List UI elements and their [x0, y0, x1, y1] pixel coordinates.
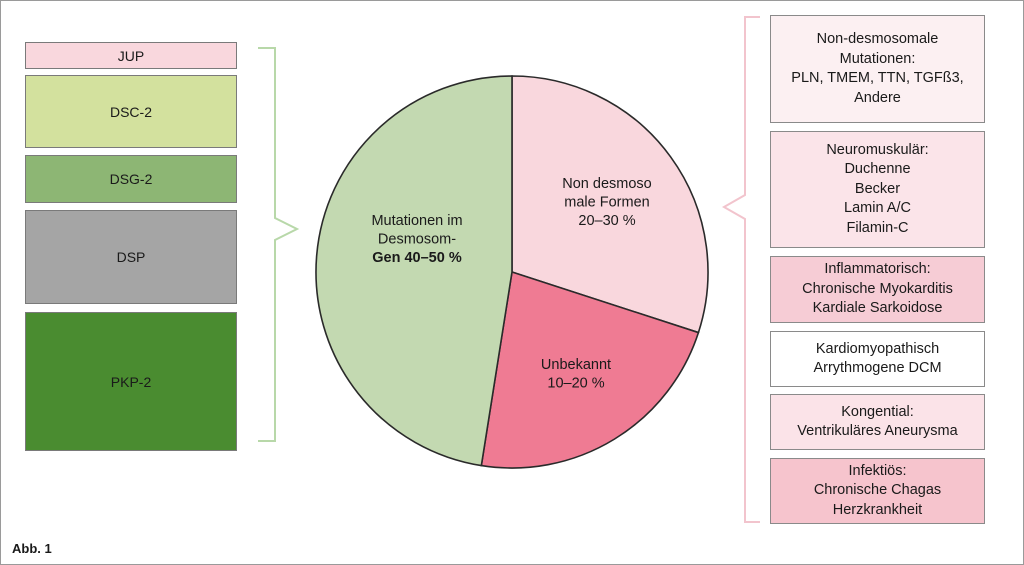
pie-label-line: Gen 40–50 % — [372, 250, 462, 266]
cause-line: Ventrikuläres Aneurysma — [797, 423, 958, 439]
gene-label: DSG-2 — [109, 171, 153, 187]
gene-label: DSP — [116, 249, 146, 265]
cause-line: PLN, TMEM, TTN, TGFß3, — [791, 70, 964, 86]
cause-box-non-desmosomal: Non-desmosomale Mutationen: PLN, TMEM, T… — [770, 15, 985, 123]
gene-box-dsc2: DSC-2 — [25, 75, 237, 148]
pie-label-line: Mutationen im — [371, 213, 462, 229]
cause-box-congenital: Kongential: Ventrikuläres Aneurysma — [770, 394, 985, 450]
cause-line: Becker — [854, 180, 901, 197]
cause-box-cardiomyopathic: Kardiomyopathisch Arrythmogene DCM — [770, 331, 985, 387]
cause-line: Kongential: — [841, 403, 914, 420]
gene-box-dsg2: DSG-2 — [25, 155, 237, 203]
gene-label: PKP-2 — [110, 373, 152, 390]
cause-line: Inflammatorisch: — [824, 261, 931, 278]
cause-line: Kardiale Sarkoidose — [812, 300, 943, 317]
pie-label-line: 10–20 % — [547, 376, 604, 392]
cause-box-inflammatory: Inflammatorisch: Chronische Myokarditis … — [770, 256, 985, 323]
cause-line: Filamin-C — [846, 219, 909, 236]
gene-label: JUP — [117, 47, 145, 64]
cause-line: Andere — [854, 89, 901, 106]
cause-line: Infektiös: — [848, 462, 907, 479]
cause-line: Herzkrankheit — [832, 501, 923, 518]
pie-label-line: Non desmoso — [562, 176, 651, 192]
pie-label-line: Desmosom- — [378, 232, 456, 248]
cause-line: Neuromuskulär: — [826, 141, 929, 158]
cause-box-infectious: Infektiös: Chronische Chagas Herzkrankhe… — [770, 458, 985, 524]
figure-label: Abb. 1 — [12, 541, 52, 556]
pie-label-line: male Formen — [564, 195, 649, 211]
pie-label-line: 20–30 % — [578, 213, 635, 229]
right-bracket — [721, 16, 760, 523]
cause-line: Arrythmogene DCM — [813, 360, 942, 376]
pie-slice-mut — [315, 75, 513, 467]
cause-line: Chronische Chagas — [813, 482, 942, 499]
gene-box-pkp2: PKP-2 — [25, 312, 237, 451]
pie-label-line: Unbekannt — [541, 357, 611, 373]
pie-slice-unb — [480, 270, 700, 469]
gene-box-jup: JUP — [25, 42, 237, 69]
cause-box-neuromuscular: Neuromuskulär: Duchenne Becker Lamin A/C… — [770, 131, 985, 248]
cause-line: Lamin A/C — [844, 200, 911, 217]
cause-line: Kardiomyopathisch — [815, 340, 940, 357]
pie-label-non: Non desmoso male Formen 20–30 % — [562, 176, 651, 229]
pie-label-mut: Mutationen im Desmosom- Gen 40–50 % — [371, 213, 462, 266]
pie-label-unb: Unbekannt 10–20 % — [541, 357, 611, 392]
pie-slice-non — [511, 75, 709, 334]
cause-line: Duchenne — [844, 161, 911, 178]
cause-line: Mutationen: — [839, 50, 916, 67]
gene-box-dsp: DSP — [25, 210, 237, 304]
cause-line: Non-desmosomale — [816, 31, 939, 47]
gene-label: DSC-2 — [109, 103, 152, 120]
left-bracket — [258, 47, 300, 442]
cause-line: Chronische Myokarditis — [802, 280, 953, 297]
